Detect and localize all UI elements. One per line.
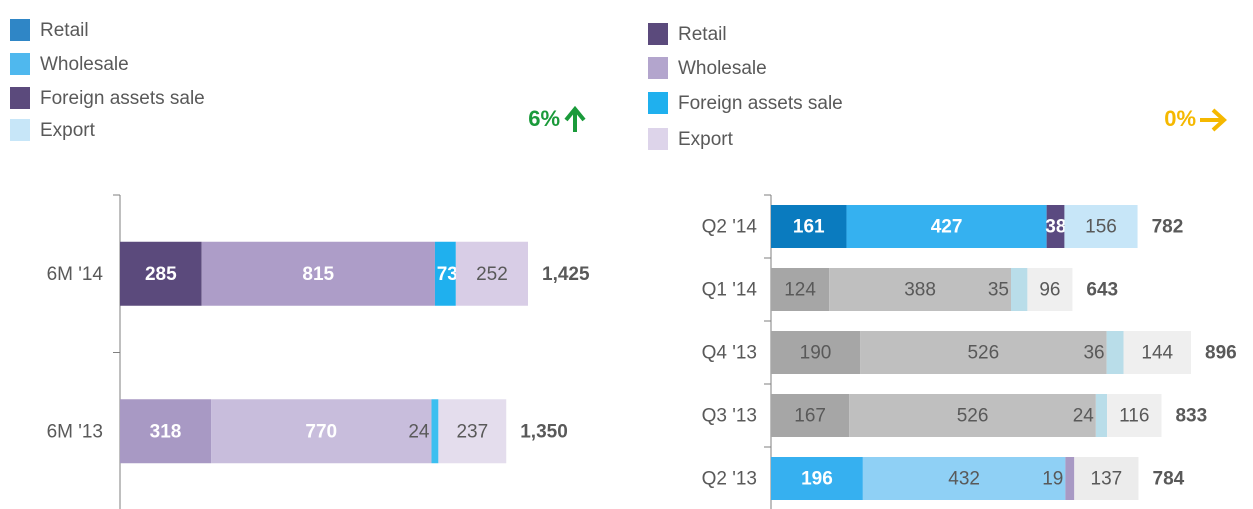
value-label: 526 [957,406,989,427]
bar-segment [1106,331,1124,374]
legend-label: Export [678,129,734,150]
value-label: 161 [793,217,825,238]
legend-swatch [10,53,30,75]
legend-label: Foreign assets sale [678,93,843,114]
value-label: 137 [1091,469,1123,490]
legend-swatch [648,128,668,150]
category-label: Q1 '14 [702,280,758,301]
annotation: 0% [1164,106,1196,131]
value-label: 96 [1039,280,1060,301]
legend-swatch [10,19,30,41]
bar-segment [829,268,1011,311]
value-label: 167 [794,406,826,427]
value-label: 427 [931,217,963,238]
total-label: 896 [1205,343,1237,364]
bar-segment [862,457,1066,500]
bar-segment [1107,394,1162,437]
category-label: 6M '13 [47,421,103,442]
value-label: 35 [988,280,1009,301]
value-label: 73 [437,264,458,285]
value-label: 252 [476,264,508,285]
legend-label: Wholesale [40,54,129,75]
legend-swatch [10,87,30,109]
bar-segment [120,399,212,464]
total-label: 784 [1153,469,1185,490]
legend-label: Foreign assets sale [40,88,205,109]
legend-label: Retail [40,20,89,41]
total-label: 782 [1152,217,1184,238]
value-label: 526 [967,343,999,364]
category-label: Q2 '14 [702,217,758,238]
value-label: 196 [801,469,833,490]
value-label: 19 [1042,469,1063,490]
bar-segment [201,241,435,306]
bar-segment [434,241,456,306]
value-label: 36 [1083,343,1104,364]
value-label: 237 [456,421,488,442]
legend-label: Retail [678,24,727,45]
legend-label: Export [40,120,96,141]
bar-segment [849,394,1096,437]
value-label: 770 [305,421,337,442]
value-label: 285 [145,264,177,285]
bar-segment [771,457,863,500]
bar-segment [846,205,1047,248]
total-label: 1,425 [542,264,590,285]
bar-segment [438,399,507,464]
bar-segment [771,205,847,248]
value-label: 124 [784,280,816,301]
annotation: 6% [528,106,560,131]
category-label: Q4 '13 [702,343,757,364]
value-label: 190 [800,343,832,364]
legend-swatch [10,119,30,141]
bar-segment [1074,457,1139,500]
legend-label: Wholesale [678,58,767,79]
bar-segment [1011,268,1028,311]
value-label: 24 [1073,406,1095,427]
value-label: 24 [408,421,430,442]
bar-segment [771,331,861,374]
value-label: 318 [150,421,182,442]
bar-segment [1095,394,1108,437]
value-label: 144 [1141,343,1173,364]
bar-segment [1064,205,1138,248]
category-label: Q3 '13 [702,406,757,427]
category-label: 6M '14 [47,264,104,285]
total-label: 643 [1086,280,1118,301]
total-label: 833 [1175,406,1207,427]
value-label: 156 [1085,217,1117,238]
bar-segment [431,399,439,464]
value-label: 815 [302,264,334,285]
bar-segment [120,241,202,306]
bar-segment [771,268,830,311]
value-label: 116 [1119,406,1149,427]
bar-segment [1027,268,1073,311]
bar-segment [860,331,1107,374]
bar-segment [1065,457,1075,500]
legend-swatch [648,23,668,45]
value-label: 432 [948,469,980,490]
bar-segment [1123,331,1191,374]
bar-segment [771,394,850,437]
total-label: 1,350 [520,421,568,442]
arrow [1200,108,1227,132]
arrow [564,105,586,132]
value-label: 38 [1045,217,1066,238]
legend-swatch [648,92,668,114]
bar-segment [211,399,432,464]
value-label: 388 [904,280,936,301]
category-label: Q2 '13 [702,469,757,490]
legend-swatch [648,57,668,79]
bar-segment [455,241,528,306]
bar-segment [1046,205,1065,248]
